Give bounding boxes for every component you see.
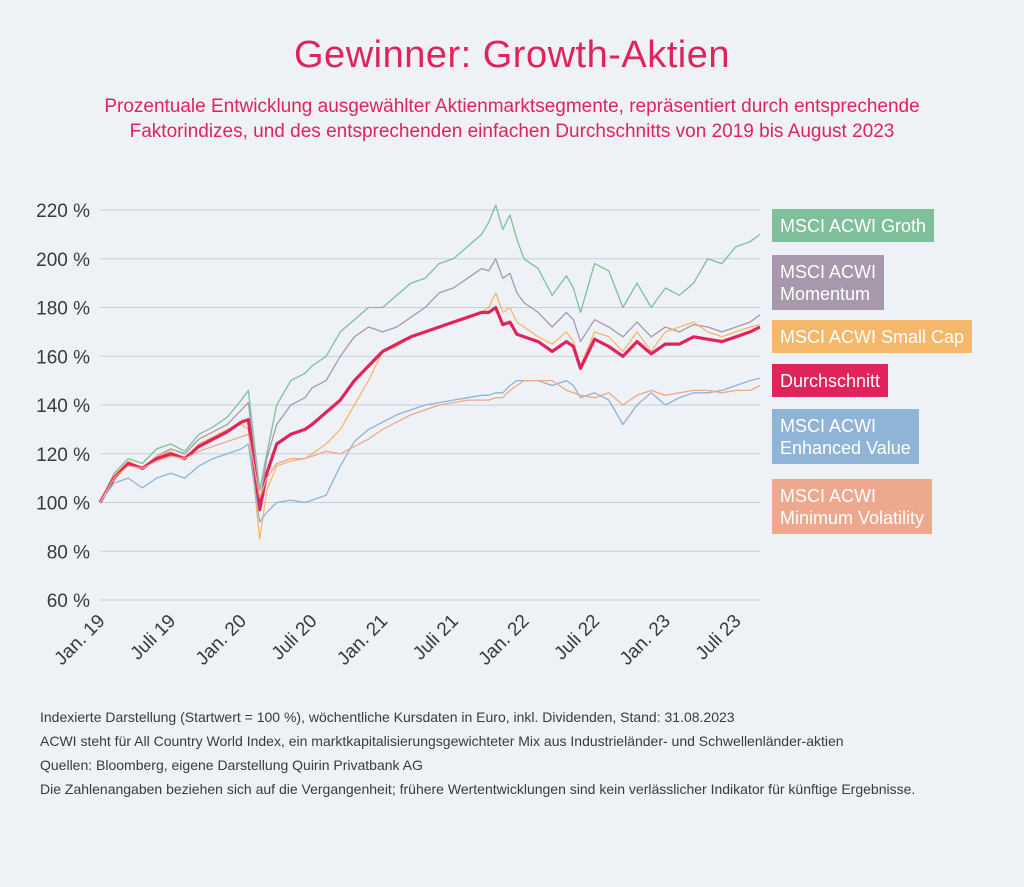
y-grid xyxy=(100,209,760,601)
legend-item-min-volatility: MSCI ACWI Minimum Volatility xyxy=(772,479,933,534)
legend-label-momentum-1: MSCI ACWI xyxy=(780,262,877,282)
x-tick-label: Jan. 23 xyxy=(616,611,675,670)
y-tick-label: 200 % xyxy=(36,250,90,271)
x-tick-label: Juli 21 xyxy=(409,611,463,665)
footnote-disclaimer: Die Zahlenangaben beziehen sich auf die … xyxy=(40,781,916,797)
legend-item-growth: MSCI ACWI Groth xyxy=(772,209,935,242)
series-line-4 xyxy=(99,377,761,523)
y-tick-label: 100 % xyxy=(36,494,90,515)
legend-label-min-volatility-2: Minimum Volatility xyxy=(780,508,925,528)
y-tick-label: 120 % xyxy=(36,445,90,466)
series-line-5 xyxy=(99,379,761,503)
legend-label-average: Durchschnitt xyxy=(780,371,881,391)
legend-label-enhanced-value-2: Enhanced Value xyxy=(780,438,911,458)
legend-item-momentum: MSCI ACWI Momentum xyxy=(772,255,885,310)
y-tick-label: 60 % xyxy=(47,591,90,612)
x-tick-label: Jan. 20 xyxy=(192,611,251,670)
x-tick-label: Juli 19 xyxy=(127,611,181,665)
x-tick-label: Jan. 19 xyxy=(51,611,110,670)
series-line-0 xyxy=(99,204,761,503)
legend-label-small-cap: MSCI ACWI Small Cap xyxy=(780,327,965,347)
x-tick-label: Juli 22 xyxy=(550,611,604,665)
series-lines xyxy=(98,204,761,540)
series-line-3 xyxy=(98,305,761,512)
footnote-sources: Quellen: Bloomberg, eigene Darstellung Q… xyxy=(40,757,423,773)
legend-item-average: Durchschnitt xyxy=(772,364,889,397)
x-tick-label: Juli 20 xyxy=(268,611,322,665)
y-axis-labels: 60 % 80 % 100 % 120 % 140 % 160 % 180 % 200 % 22… xyxy=(36,201,90,612)
legend-label-growth: MSCI ACWI Groth xyxy=(780,216,927,236)
footnotes: Indexierte Darstellung (Startwert = 100 … xyxy=(40,708,985,804)
y-tick-label: 220 % xyxy=(36,201,90,222)
footnote-indexing: Indexierte Darstellung (Startwert = 100 … xyxy=(40,709,735,725)
x-axis-labels: Jan. 19 Juli 19 Jan. 20 Juli 20 Jan. 21 Juli … xyxy=(51,611,746,670)
chart-subtitle: Prozentuale Entwicklung ausgewählter Akt… xyxy=(104,96,920,142)
y-tick-label: 160 % xyxy=(36,347,90,368)
x-tick-label: Jan. 22 xyxy=(475,611,534,670)
y-tick-label: 180 % xyxy=(36,299,90,320)
legend-label-momentum-2: Momentum xyxy=(780,284,871,304)
legend-item-enhanced-value: MSCI ACWI Enhanced Value xyxy=(772,409,919,464)
footnote-acwi: ACWI steht für All Country World Index, … xyxy=(40,733,844,749)
series-line-1 xyxy=(99,258,761,504)
chart-title: Gewinner: Growth-Aktien xyxy=(294,34,730,76)
line-chart: 60 % 80 % 100 % 120 % 140 % 160 % 180 % 200 % 22… xyxy=(36,201,761,670)
y-tick-label: 80 % xyxy=(47,542,90,563)
legend-label-min-volatility-1: MSCI ACWI xyxy=(780,486,877,506)
legend-item-small-cap: MSCI ACWI Small Cap xyxy=(772,320,973,353)
legend-label-enhanced-value-1: MSCI ACWI xyxy=(780,416,877,436)
x-tick-label: Juli 23 xyxy=(692,611,746,665)
y-tick-label: 140 % xyxy=(36,396,90,417)
x-tick-label: Jan. 21 xyxy=(333,611,392,670)
